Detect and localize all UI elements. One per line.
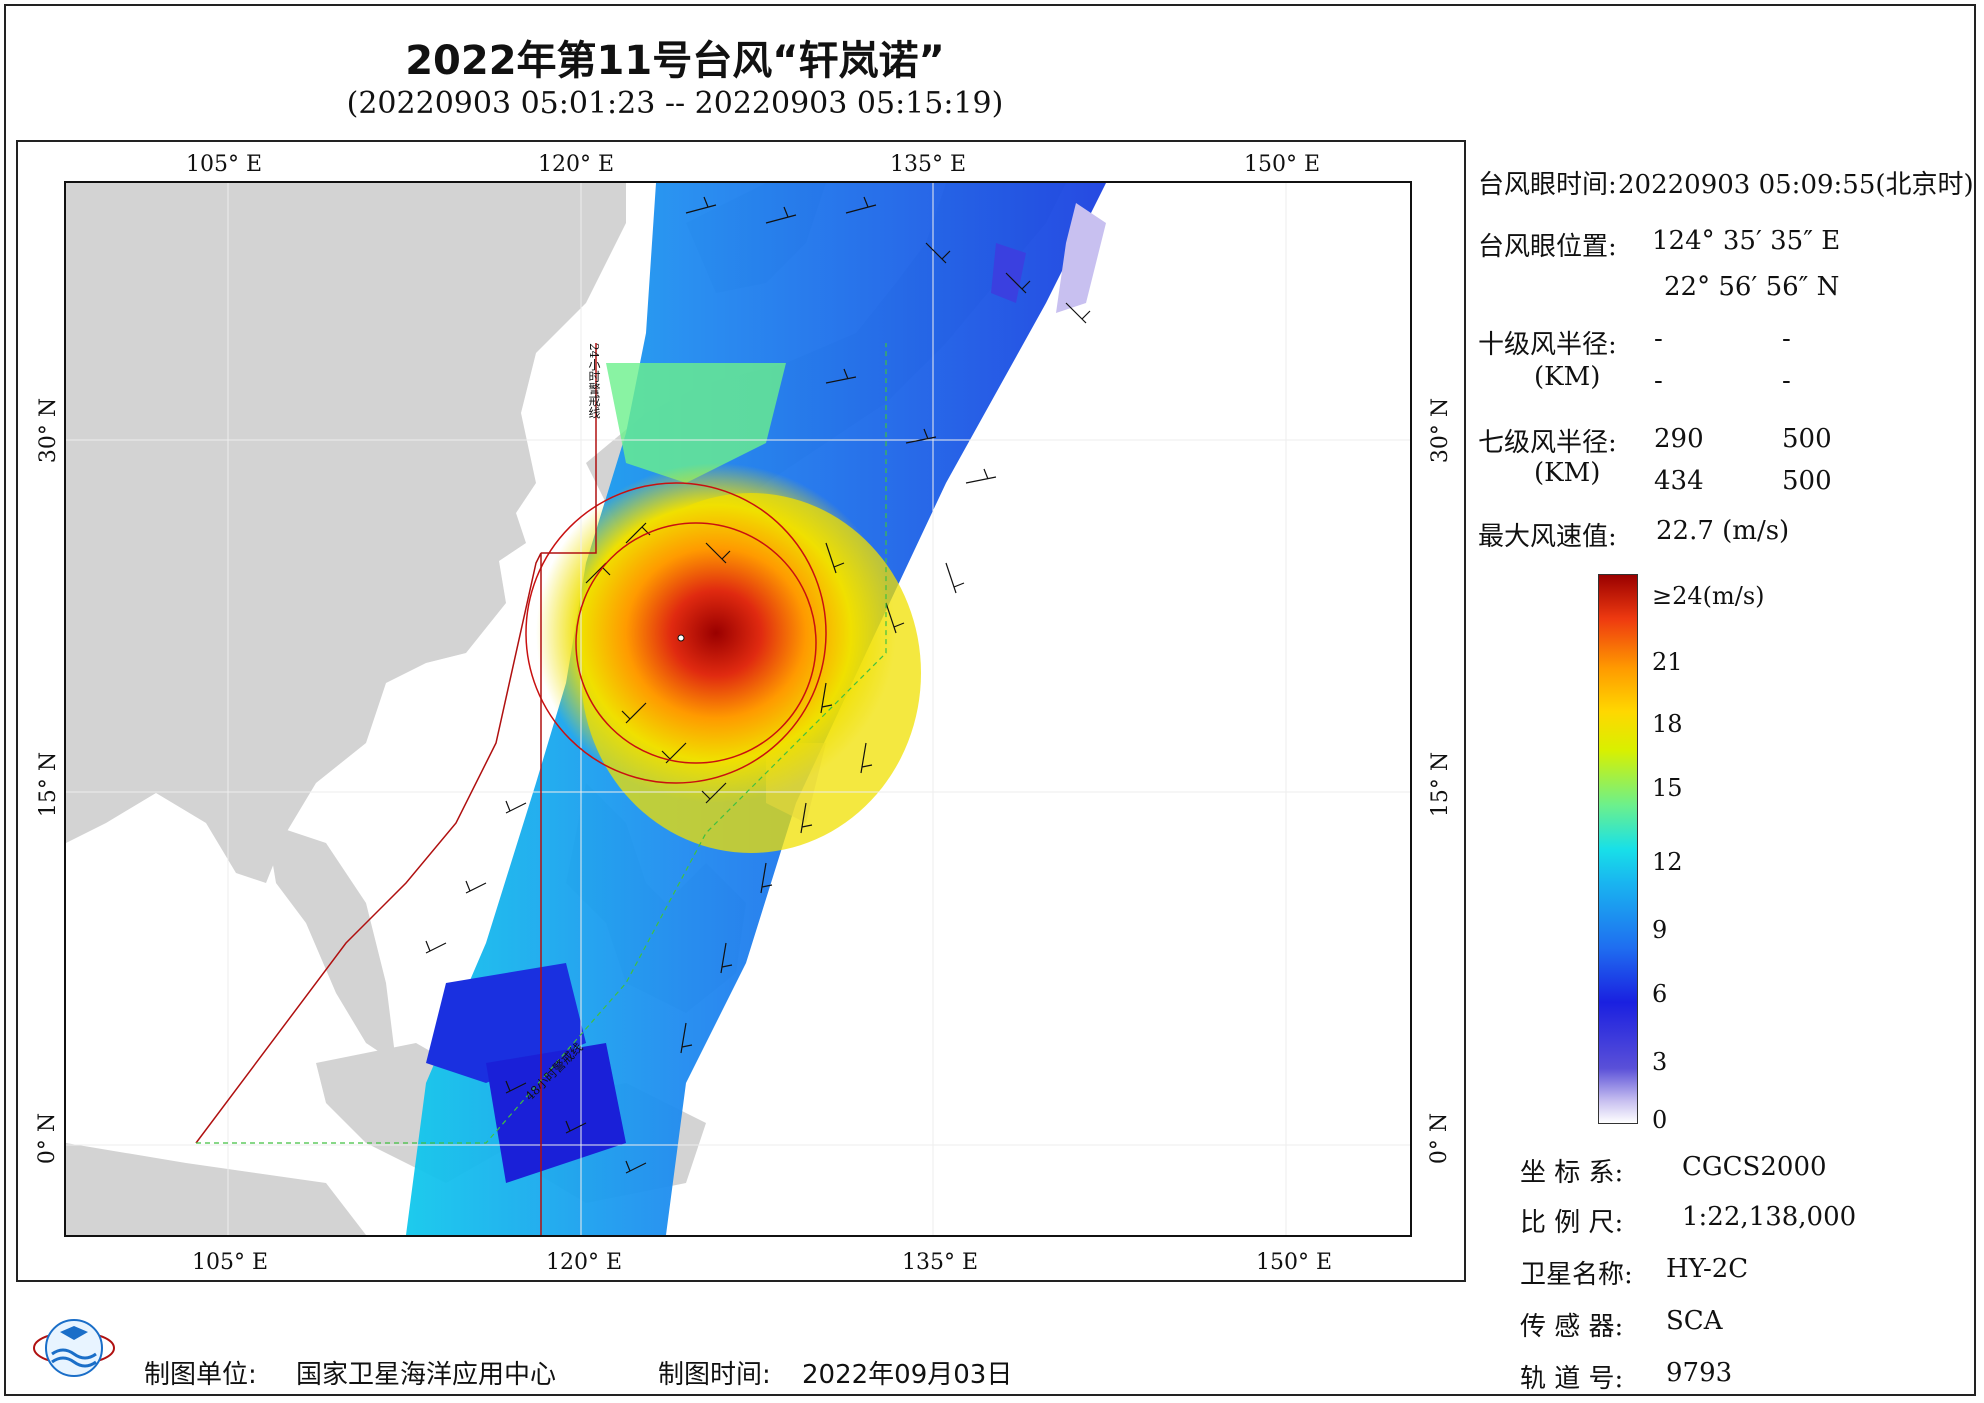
warning-line-24h — [195, 343, 597, 1235]
r7-unit: (KM) — [1534, 458, 1601, 488]
org-label: 制图单位: — [144, 1360, 257, 1390]
sensor-label: 传 感 器: — [1520, 1312, 1624, 1342]
colorbar-label: 15 — [1652, 774, 1683, 802]
colorbar-label: 3 — [1652, 1048, 1668, 1076]
crs-label: 坐 标 系: — [1520, 1158, 1624, 1188]
top-lon-tick: 120° E — [538, 152, 615, 177]
graticule — [66, 183, 1410, 1235]
colorbar-label: 9 — [1652, 916, 1668, 944]
bottom-lon-tick: 135° E — [902, 1250, 979, 1275]
orbit-label: 轨 道 号: — [1520, 1364, 1624, 1394]
right-lat-tick: 0° N — [1427, 1112, 1453, 1165]
colorbar-label: ≥24(m/s) — [1652, 582, 1765, 610]
eye-time-value: 20220903 05:09:55(北京时) — [1618, 170, 1974, 200]
left-lat-tick: 30° N — [36, 397, 62, 464]
r10-value: - — [1654, 324, 1663, 354]
warning-line-48h — [196, 343, 887, 1144]
scale-label: 比 例 尺: — [1520, 1208, 1624, 1238]
bottom-lon-tick: 105° E — [192, 1250, 269, 1275]
top-lon-tick: 150° E — [1244, 152, 1321, 177]
map-frame — [16, 140, 1466, 1282]
colorbar-label: 21 — [1652, 648, 1683, 676]
map-title: 2022年第11号台风“轩岚诺” — [405, 38, 945, 84]
eye-position-label: 台风眼位置: — [1478, 232, 1617, 262]
left-lat-tick: 0° N — [35, 1112, 61, 1165]
scale-value: 1:22,138,000 — [1682, 1202, 1857, 1232]
colorbar-label: 0 — [1652, 1106, 1668, 1134]
warning-line-24h-label: 24小时警戒线 — [587, 343, 601, 419]
colorbar-label: 12 — [1652, 848, 1683, 876]
outer-frame — [4, 4, 1976, 1396]
r7-value: 434 — [1654, 466, 1704, 496]
org-value: 国家卫星海洋应用中心 — [296, 1360, 557, 1390]
map-canvas — [66, 183, 1410, 1235]
colorbar-label: 6 — [1652, 980, 1668, 1008]
r10-value: - — [1782, 324, 1791, 354]
top-lon-tick: 135° E — [890, 152, 967, 177]
sensor-value: SCA — [1666, 1306, 1723, 1336]
r10-value: - — [1654, 366, 1663, 396]
date-value: 2022年09月03日 — [802, 1360, 1013, 1390]
bottom-lon-tick: 150° E — [1256, 1250, 1333, 1275]
wind-barbs — [425, 196, 1091, 1174]
typhoon-eye-marker — [677, 634, 685, 642]
max-wind-value: 22.7 (m/s) — [1656, 516, 1790, 546]
r7-label: 七级风半径: — [1478, 428, 1617, 458]
left-lat-tick: 15° N — [36, 751, 62, 818]
wind-radius-circles — [525, 482, 827, 784]
max-wind-label: 最大风速值: — [1478, 522, 1617, 552]
right-lat-tick: 30° N — [1428, 397, 1454, 464]
top-lon-tick: 105° E — [186, 152, 263, 177]
map-subtitle: (20220903 05:01:23 -- 20220903 05:15:19) — [346, 86, 1004, 121]
nsoas-logo-icon — [33, 1319, 115, 1377]
eye-longitude: 124° 35′ 35″ E — [1652, 226, 1841, 256]
r7-value: 500 — [1782, 424, 1832, 454]
r7-value: 290 — [1654, 424, 1704, 454]
colorbar-label: 18 — [1652, 710, 1683, 738]
date-label: 制图时间: — [658, 1360, 771, 1390]
eye-latitude: 22° 56′ 56″ N — [1664, 272, 1840, 302]
satellite-label: 卫星名称: — [1520, 1260, 1633, 1290]
right-lat-tick: 15° N — [1428, 751, 1454, 818]
r10-label: 十级风半径: — [1478, 330, 1617, 360]
bottom-lon-tick: 120° E — [546, 1250, 623, 1275]
eye-time-label: 台风眼时间: — [1478, 170, 1617, 200]
wind-map: 24小时警戒线 48小时警戒线 — [64, 181, 1412, 1237]
crs-value: CGCS2000 — [1682, 1152, 1827, 1182]
satellite-value: HY-2C — [1666, 1254, 1749, 1284]
wind-speed-colorbar — [1598, 574, 1638, 1124]
orbit-value: 9793 — [1666, 1358, 1733, 1388]
r10-unit: (KM) — [1534, 362, 1601, 392]
r10-value: - — [1782, 366, 1791, 396]
r7-value: 500 — [1782, 466, 1832, 496]
